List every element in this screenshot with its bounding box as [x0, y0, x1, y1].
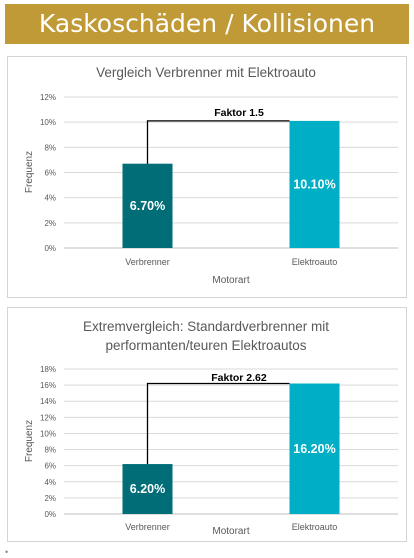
data-label: 6.20%	[130, 482, 165, 496]
y-tick-label: 0%	[44, 510, 56, 519]
y-tick-label: 16%	[40, 381, 56, 390]
page-title: Kaskoschäden / Kollisionen	[38, 9, 376, 38]
y-tick-label: 6%	[44, 462, 56, 471]
y-axis-label: Frequenz	[24, 151, 35, 193]
y-tick-label: 4%	[44, 478, 56, 487]
x-axis-label: Motorart	[212, 275, 249, 286]
y-tick-label: 12%	[40, 413, 56, 422]
y-tick-label: 2%	[44, 494, 56, 503]
data-label: 10.10%	[293, 177, 335, 191]
x-tick-label: Verbrenner	[125, 257, 170, 267]
bar-verbrenner	[122, 464, 173, 514]
chart-panel-2: Extremvergleich: Standardverbrenner mit p…	[7, 307, 407, 542]
chart-panel-1: Vergleich Verbrenner mit Elektroauto 0% 2%…	[7, 56, 407, 298]
y-tick-label: 10%	[40, 118, 56, 127]
bar-elektroauto	[289, 120, 340, 248]
chart-title: performanten/teuren Elektroautos	[105, 338, 306, 353]
y-tick-label: 2%	[44, 219, 56, 228]
y-tick-label: 12%	[40, 93, 56, 102]
factor-bracket	[146, 120, 290, 164]
y-axis-label: Frequenz	[24, 420, 35, 462]
page-title-banner: Kaskoschäden / Kollisionen	[5, 4, 409, 44]
chart-title: Vergleich Verbrenner mit Elektroauto	[96, 65, 316, 80]
x-tick-label: Verbrenner	[125, 522, 170, 532]
chart-2: Extremvergleich: Standardverbrenner mit p…	[24, 319, 398, 537]
data-label: 6.70%	[130, 199, 165, 213]
y-tick-label: 8%	[44, 446, 56, 455]
y-tick-label: 18%	[40, 365, 56, 374]
chart-1: Vergleich Verbrenner mit Elektroauto 0% 2%…	[24, 65, 398, 286]
bar-elektroauto	[289, 383, 340, 514]
x-tick-label: Elektroauto	[292, 522, 338, 532]
y-tick-label: 0%	[44, 244, 56, 253]
x-axis-label: Motorart	[212, 526, 249, 537]
y-tick-label: 10%	[40, 429, 56, 438]
y-tick-label: 8%	[44, 143, 56, 152]
factor-bracket	[146, 382, 290, 465]
x-tick-label: Elektroauto	[292, 257, 338, 267]
footer-fragment: •	[5, 547, 9, 557]
chart-title: Extremvergleich: Standardverbrenner mit	[83, 319, 329, 334]
y-tick-label: 6%	[44, 169, 56, 178]
factor-annotation: Faktor 1.5	[214, 107, 264, 119]
data-label: 16.20%	[293, 442, 335, 456]
y-tick-label: 4%	[44, 194, 56, 203]
factor-annotation: Faktor 2.62	[211, 372, 267, 384]
y-tick-label: 14%	[40, 397, 56, 406]
bar-verbrenner	[122, 163, 173, 248]
